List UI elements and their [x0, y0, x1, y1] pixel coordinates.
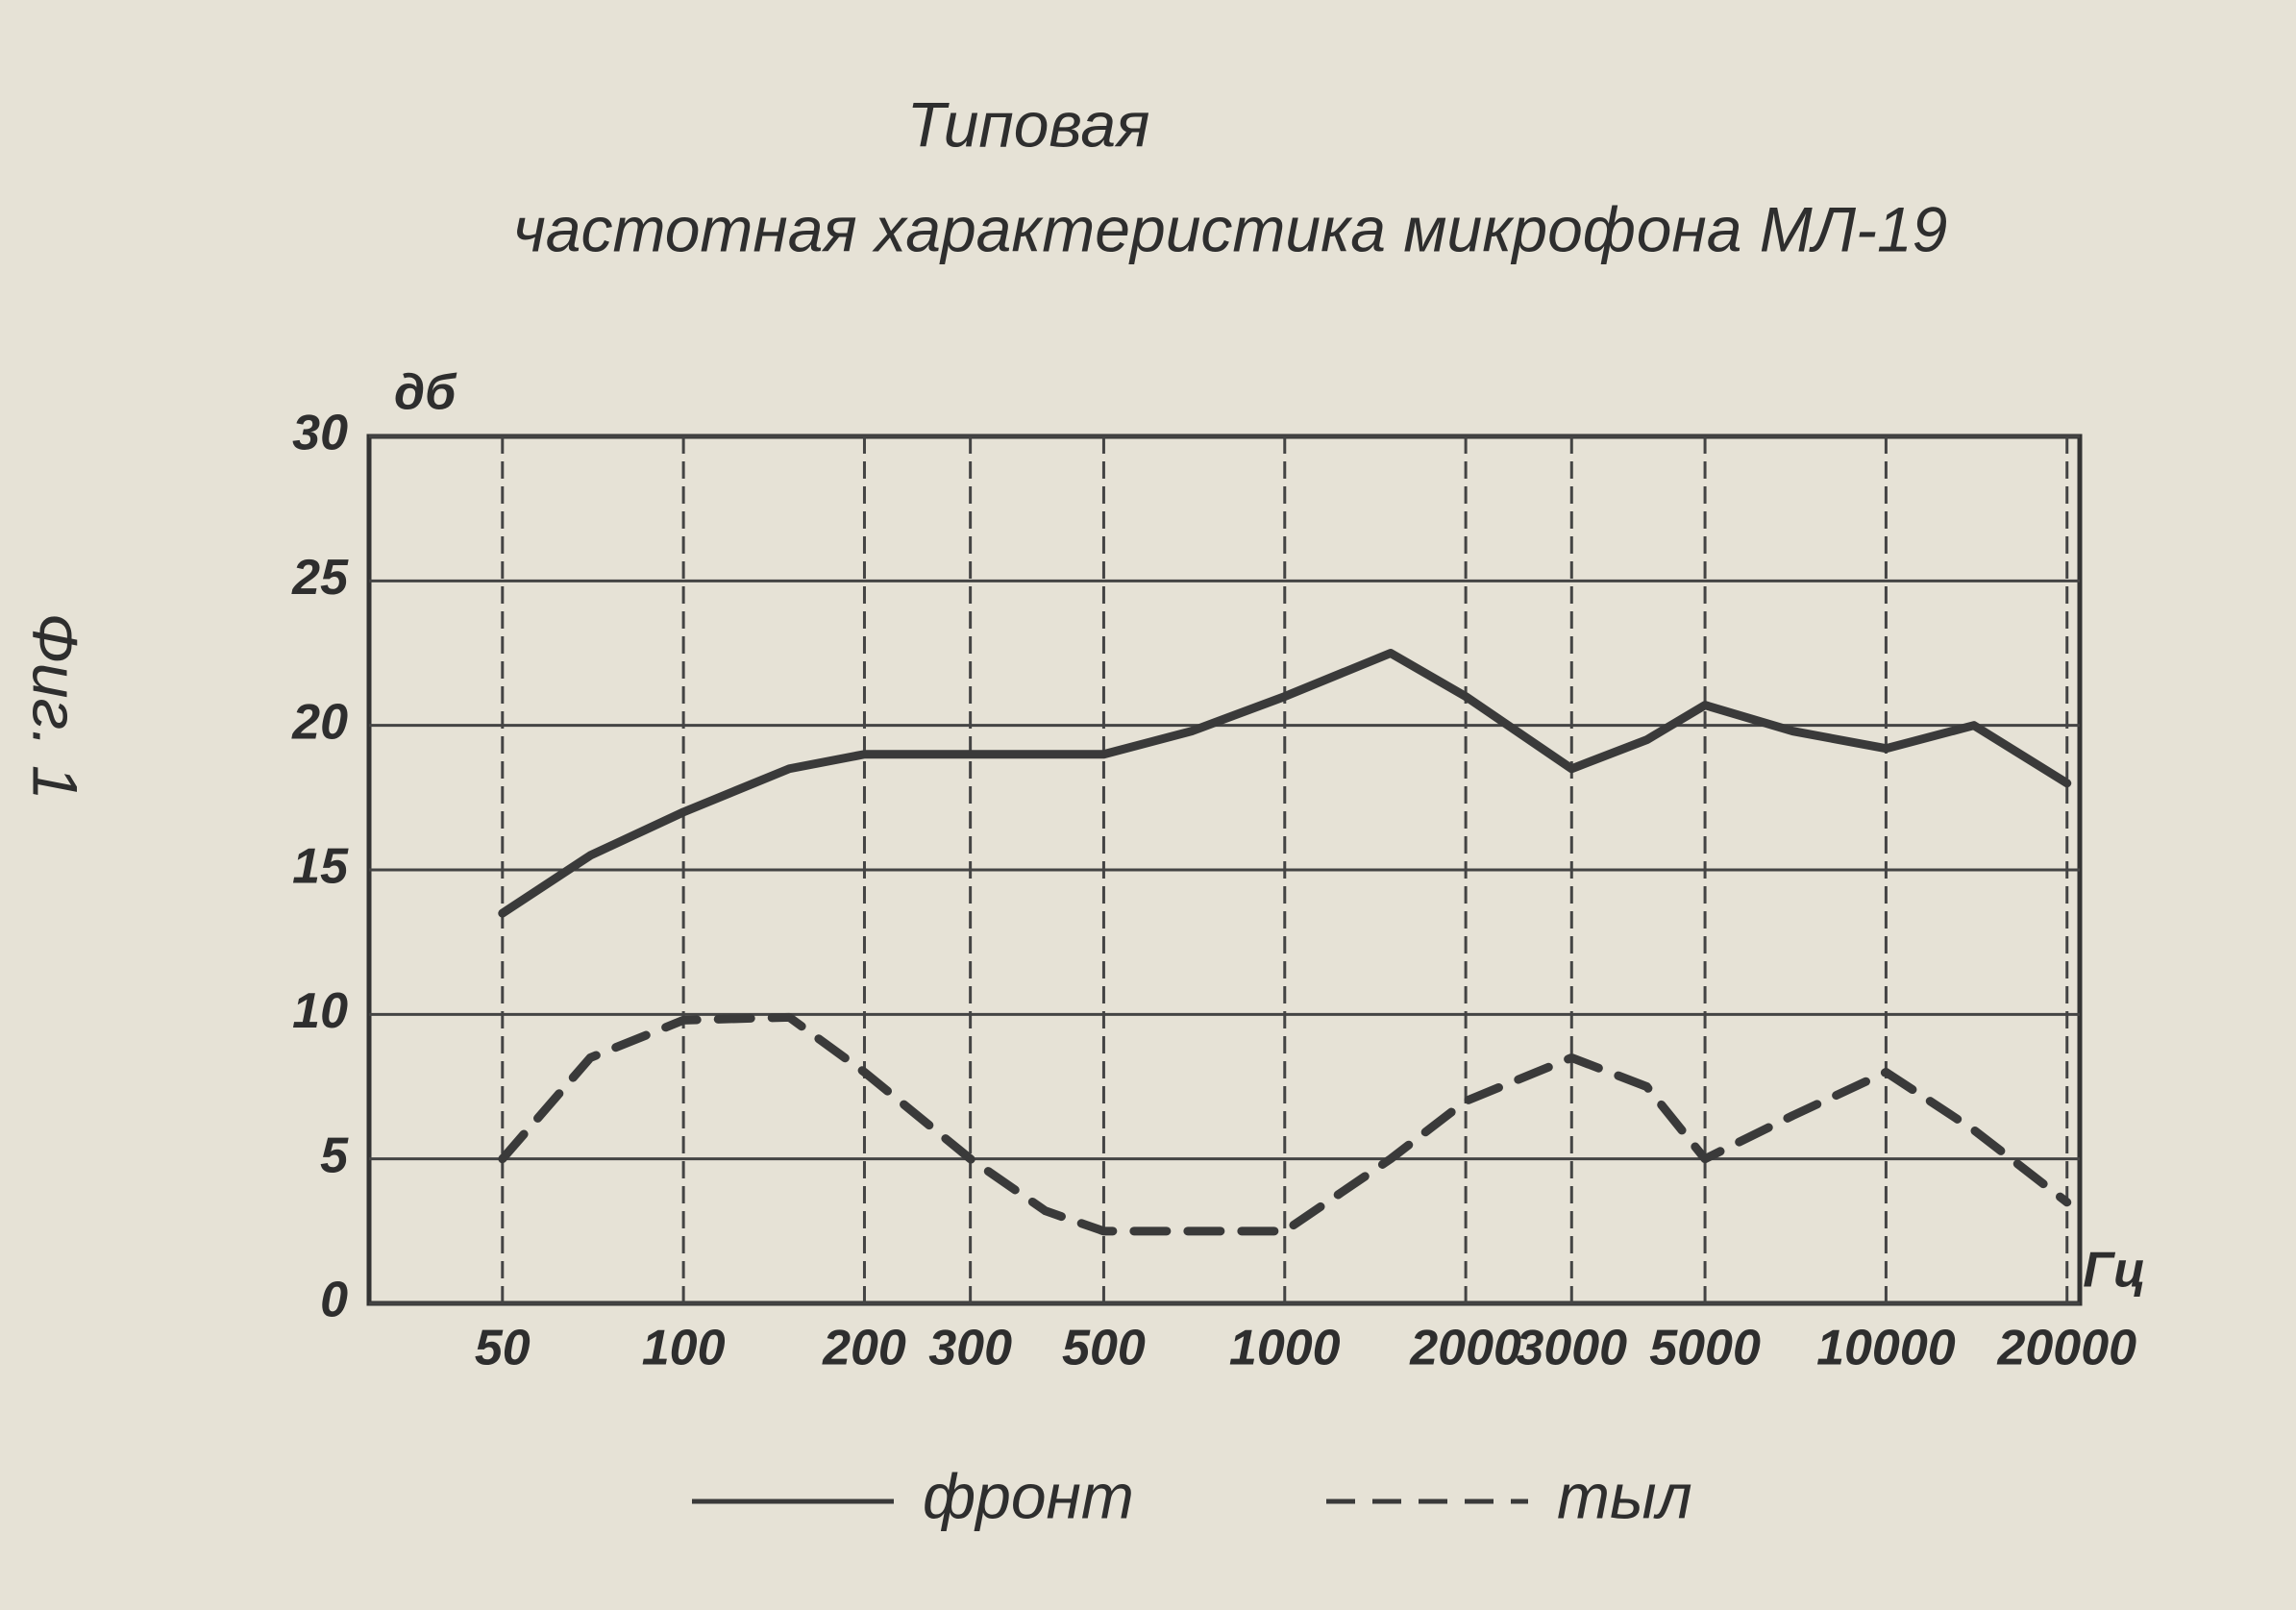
chart-subtitle: частотная характеристика микрофона МЛ-19 [513, 193, 1948, 264]
y-tick-label: 15 [292, 839, 349, 895]
x-tick-label: 200 [822, 1321, 906, 1376]
chart-title: Типовая [907, 88, 1150, 160]
x-tick-label: 10000 [1816, 1321, 1956, 1376]
x-axis-label: Гц [2083, 1243, 2146, 1299]
y-tick-label: 5 [320, 1127, 349, 1183]
figure-label: Фиг. 1 [20, 612, 91, 800]
y-tick-label: 30 [292, 406, 348, 461]
legend-label: тыл [1557, 1460, 1692, 1531]
x-tick-label: 1000 [1229, 1321, 1341, 1376]
x-tick-label: 300 [928, 1321, 1012, 1376]
data-line [498, 649, 2072, 918]
x-tick-label: 100 [642, 1321, 726, 1376]
legend-label: фронт [923, 1460, 1134, 1531]
y-axis-label: дб [394, 365, 457, 421]
x-tick-label: 500 [1062, 1321, 1146, 1376]
x-tick-label: 50 [475, 1321, 531, 1376]
data-line [498, 1012, 2072, 1236]
x-tick-label: 3000 [1516, 1321, 1627, 1376]
y-tick-label: 20 [291, 694, 348, 750]
x-tick-label: 2000 [1409, 1321, 1521, 1376]
x-tick-label: 20000 [1996, 1321, 2136, 1376]
y-tick-label: 25 [291, 550, 349, 606]
y-tick-label: 0 [320, 1273, 348, 1328]
x-tick-label: 5000 [1649, 1321, 1761, 1376]
y-tick-label: 10 [292, 983, 348, 1039]
